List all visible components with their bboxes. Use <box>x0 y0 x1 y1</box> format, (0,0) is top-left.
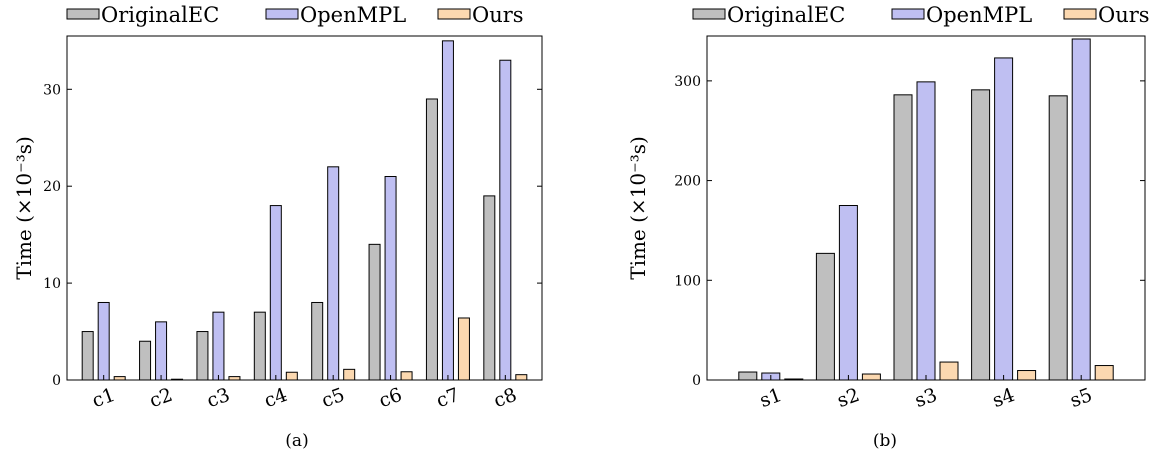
x-tick-label-s5: s5 <box>1067 384 1095 412</box>
legend-swatch-originalec-a <box>66 8 100 20</box>
legend-swatch-ours-a <box>437 8 471 20</box>
bar-ours-c1 <box>113 376 126 381</box>
bar-openmpl-s2 <box>838 205 858 381</box>
bar-originalec-c2 <box>139 340 152 381</box>
bar-openmpl-c7 <box>441 40 454 381</box>
bar-originalec-c8 <box>483 195 496 381</box>
bar-originalec-s4 <box>971 89 991 381</box>
bar-originalec-s3 <box>893 94 913 381</box>
y-tick-label-20: 20 <box>43 179 61 195</box>
bar-ours-s5 <box>1094 365 1114 381</box>
bar-originalec-c5 <box>311 301 324 381</box>
bar-openmpl-c2 <box>155 321 168 381</box>
y-tick-label-0: 0 <box>692 373 701 389</box>
bar-ours-c6 <box>400 371 413 381</box>
legend-label-originalec-a: OriginalEC <box>101 3 219 27</box>
bars-b <box>738 38 1114 381</box>
y-tick-label-0: 0 <box>52 373 61 389</box>
bar-openmpl-c1 <box>97 301 110 381</box>
y-tick-label-100: 100 <box>674 273 701 289</box>
legend-swatch-ours-b <box>1063 8 1097 20</box>
bar-openmpl-c6 <box>384 176 397 381</box>
x-ticks-b: s1 s2 s3 s4 s5 <box>757 375 1095 412</box>
x-tick-label-c8: c8 <box>491 384 520 412</box>
legend-label-ours-b: Ours <box>1098 3 1150 27</box>
legend-swatch-originalec-b <box>692 8 726 20</box>
x-tick-label-c1: c1 <box>89 384 118 412</box>
bar-openmpl-s4 <box>994 57 1014 381</box>
x-tick-label-s3: s3 <box>912 384 940 412</box>
legend-label-originalec-b: OriginalEC <box>727 3 845 27</box>
bar-originalec-c1 <box>81 331 94 381</box>
x-tick-label-c2: c2 <box>147 384 176 412</box>
caption-a: (a) <box>285 431 308 451</box>
bar-ours-c3 <box>228 376 241 381</box>
legend-a: OriginalEC OpenMPL Ours <box>66 3 524 27</box>
y-tick-label-10: 10 <box>43 276 61 292</box>
bar-originalec-s1 <box>738 371 758 381</box>
bar-openmpl-c3 <box>212 311 225 381</box>
bar-ours-c7 <box>457 317 470 381</box>
bar-ours-s2 <box>861 373 881 381</box>
x-tick-label-s1: s1 <box>757 384 785 412</box>
caption-b: (b) <box>873 431 897 451</box>
legend-label-openmpl-a: OpenMPL <box>300 3 406 27</box>
bar-originalec-s2 <box>815 252 835 381</box>
bar-openmpl-c5 <box>327 166 340 381</box>
legend-label-openmpl-b: OpenMPL <box>926 3 1032 27</box>
y-tick-label-30: 30 <box>43 82 61 98</box>
bar-openmpl-c4 <box>269 205 282 381</box>
bar-openmpl-s5 <box>1071 38 1091 381</box>
bar-ours-c4 <box>285 371 298 381</box>
legend-swatch-openmpl-a <box>265 8 299 20</box>
x-tick-label-c7: c7 <box>433 384 462 412</box>
legend-b: OriginalEC OpenMPL Ours <box>692 3 1150 27</box>
x-ticks-a: c1 c2 c3 c4 c5 c6 c7 c8 <box>89 375 520 412</box>
y-axis-label-b: Time (×10⁻³s) <box>626 136 650 280</box>
bar-openmpl-c8 <box>499 59 512 381</box>
legend-label-ours-a: Ours <box>472 3 524 27</box>
y-tick-label-200: 200 <box>674 174 701 190</box>
bar-ours-c5 <box>343 368 356 381</box>
x-tick-label-c6: c6 <box>376 384 405 412</box>
bar-ours-c8 <box>515 374 528 381</box>
bar-originalec-c3 <box>196 331 209 381</box>
y-ticks-a: 0 10 20 30 <box>43 82 542 389</box>
bar-openmpl-s3 <box>916 81 936 381</box>
y-tick-label-300: 300 <box>674 74 701 90</box>
x-tick-label-s4: s4 <box>990 384 1018 412</box>
bar-originalec-c7 <box>425 98 438 381</box>
chart-a: OriginalEC OpenMPL Ours 0 10 20 30 c1 c2 c3 c4… <box>12 3 543 451</box>
bar-originalec-s5 <box>1048 95 1068 381</box>
bar-originalec-c4 <box>253 311 266 381</box>
x-tick-label-c5: c5 <box>319 384 348 412</box>
plot-frame-a <box>66 35 543 381</box>
y-axis-label-a: Time (×10⁻³s) <box>12 136 36 280</box>
bar-originalec-c6 <box>368 243 381 381</box>
bar-ours-s4 <box>1017 370 1037 381</box>
y-ticks-b: 0 100 200 300 <box>674 74 1145 389</box>
plot-frame-b <box>706 35 1146 381</box>
x-tick-label-c3: c3 <box>204 384 233 412</box>
x-tick-label-c4: c4 <box>261 384 290 412</box>
legend-swatch-openmpl-b <box>891 8 925 20</box>
bar-ours-s3 <box>939 361 959 381</box>
x-tick-label-s2: s2 <box>834 384 862 412</box>
bars-a <box>81 40 528 381</box>
